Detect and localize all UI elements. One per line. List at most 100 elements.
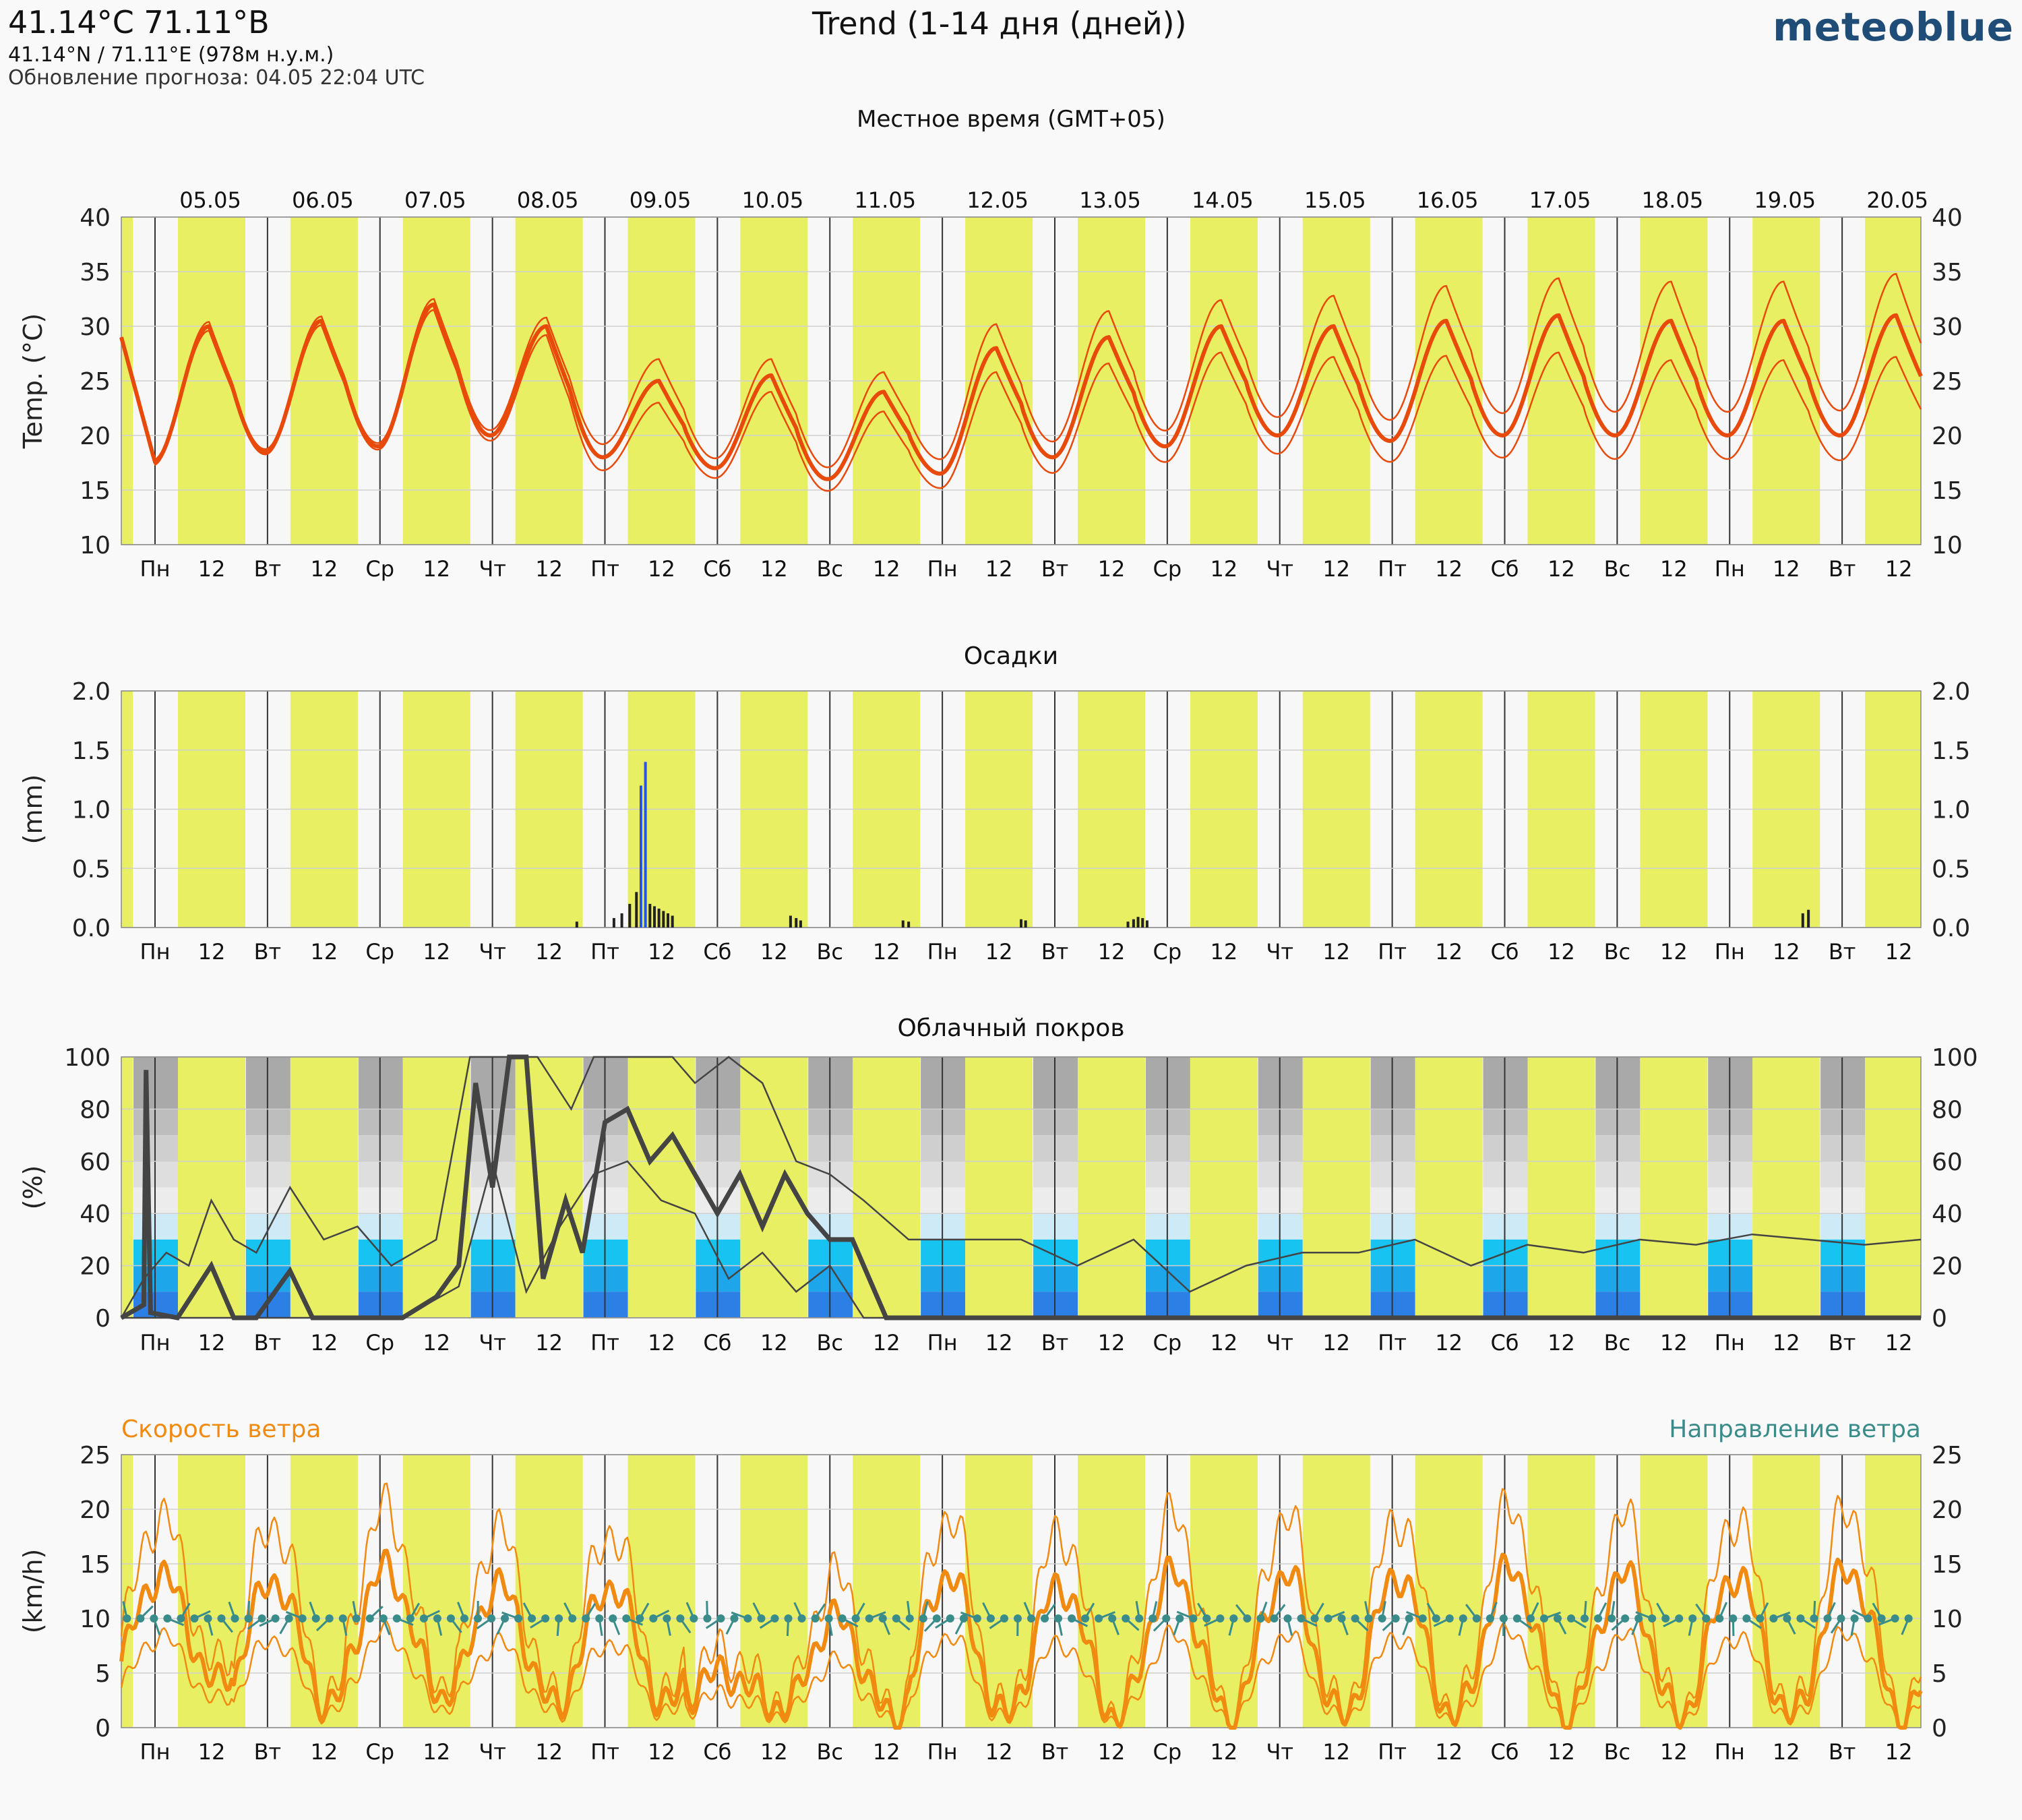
weekday-label: Вс <box>816 556 843 582</box>
temp-mean-line <box>119 302 1923 481</box>
date-label: 14.05 <box>1192 187 1254 213</box>
weekday-label: 12 <box>1322 939 1350 965</box>
weekday-label: 12 <box>1322 1739 1350 1765</box>
weekday-label: Вс <box>1604 556 1631 582</box>
day-band <box>1527 1057 1595 1318</box>
precip-bar <box>1020 919 1022 928</box>
wind-direction-arrow <box>759 1617 776 1629</box>
y-tick-right: 25 <box>1932 1442 1963 1469</box>
weekday-label: Пн <box>1715 556 1745 582</box>
precip-bar <box>662 911 665 928</box>
wind-direction-arrow <box>1695 1603 1707 1619</box>
weekday-label: Пт <box>590 1739 619 1765</box>
weekday-label: 12 <box>535 939 563 965</box>
weekday-label: Пн <box>140 1330 171 1356</box>
y-tick-left: 10 <box>80 1606 111 1633</box>
wind-direction-arrow <box>1878 1617 1896 1626</box>
precip-bar <box>1126 921 1130 928</box>
weekday-label: 12 <box>1773 939 1800 965</box>
y-tick-right: 15 <box>1932 477 1963 505</box>
day-band <box>1640 1057 1708 1318</box>
y-tick-right: 0.0 <box>1932 915 1970 942</box>
weekday-label: 12 <box>985 1330 1013 1356</box>
weekday-label: Ср <box>1153 1739 1182 1765</box>
weekday-label: 12 <box>198 1330 226 1356</box>
weekday-label: Пт <box>1378 556 1407 582</box>
wind-direction-arrow <box>685 1602 695 1619</box>
weekday-label: Сб <box>1490 556 1519 582</box>
weekday-label: 12 <box>1773 1739 1800 1765</box>
wind-direction-arrow <box>496 1618 506 1635</box>
day-band <box>402 1455 470 1728</box>
weekday-label: 12 <box>1211 1739 1238 1765</box>
wind-direction-arrow <box>382 1618 391 1635</box>
wind-direction-arrow <box>855 1602 865 1619</box>
precip-bar <box>1136 917 1140 928</box>
wind-direction-arrow <box>1098 1611 1115 1620</box>
day-band <box>178 1057 245 1318</box>
wind-direction-arrow <box>1328 1610 1345 1620</box>
y-tick-right: 20 <box>1932 423 1963 450</box>
date-label: 12.05 <box>967 187 1029 213</box>
weekday-label: Чт <box>1266 939 1293 965</box>
weekday-label: 12 <box>1098 1739 1126 1765</box>
wind-direction-arrow <box>725 1618 735 1635</box>
wind-direction-arrow <box>450 1618 462 1633</box>
weekday-label: 12 <box>985 939 1013 965</box>
y-tick-right: 20 <box>1932 1253 1963 1281</box>
wind-direction-arrow <box>166 1617 185 1627</box>
y-tick-right: 1.0 <box>1932 797 1970 824</box>
panel-cloud_cover: 0 0 20 20 40 40 60 60 80 80 100 100 (%) Облачный покр… <box>18 1014 1978 1356</box>
day-band <box>1190 1455 1258 1728</box>
wind-mean-line <box>119 1548 1923 1730</box>
y-axis-label: (mm) <box>18 775 48 845</box>
local-time-label: Местное время (GMT+05) <box>857 106 1165 133</box>
wind-direction-arrow <box>1197 1602 1208 1619</box>
y-tick-left: 25 <box>80 368 111 396</box>
precip-bar <box>671 915 674 928</box>
wind-direction-arrow <box>1228 1618 1235 1636</box>
weekday-label: Пн <box>1715 1330 1745 1356</box>
weekday-label: 12 <box>873 1330 900 1356</box>
weekday-label: Чт <box>479 939 506 965</box>
weekday-label: Чт <box>1266 1739 1293 1765</box>
weekday-label: 12 <box>873 939 900 965</box>
wind-direction-arrow <box>1830 1618 1842 1634</box>
day-band <box>1865 1057 1921 1318</box>
weekday-label: 12 <box>1885 1330 1913 1356</box>
wind-direction-arrow <box>1071 1617 1089 1627</box>
weekday-label: 12 <box>311 939 338 965</box>
weekday-label: 12 <box>1548 556 1575 582</box>
y-tick-left: 40 <box>80 204 111 232</box>
wind-direction-arrow <box>193 1610 211 1620</box>
day-band <box>515 1057 583 1318</box>
weekday-label: Пт <box>590 556 619 582</box>
weekday-label: Пн <box>140 1739 171 1765</box>
weekday-label: 12 <box>648 556 675 582</box>
weekday-label: Вт <box>1829 1330 1856 1356</box>
wind-direction-arrow <box>1901 1618 1910 1635</box>
precip-bar <box>1141 917 1144 928</box>
weekday-label: 12 <box>873 556 900 582</box>
weekday-label: 12 <box>1211 939 1238 965</box>
weekday-label: 12 <box>1660 556 1688 582</box>
wind-direction-arrow <box>396 1617 414 1626</box>
wind-direction-arrow <box>638 1602 650 1619</box>
panel-wind: 0 0 5 5 10 10 15 15 20 20 25 25 (km/h) Пн 12 Вт 12 Ср 12 Чт… <box>18 1416 1963 1765</box>
wind-direction-arrow <box>1382 1617 1397 1631</box>
wind-direction-arrow <box>982 1602 992 1619</box>
wind-direction-arrow <box>814 1603 826 1619</box>
day-band <box>1752 1057 1820 1318</box>
wind-direction-arrow <box>841 1617 859 1628</box>
weekday-label: 12 <box>198 939 226 965</box>
weekday-label: 12 <box>1322 556 1350 582</box>
panel-precipitation: 0.0 0.0 0.5 0.5 1.0 1.0 1.5 1.5 2.0 2.0 (mm) Осадки… <box>18 642 1970 965</box>
y-tick-right: 40 <box>1932 204 1963 232</box>
wind-direction-arrow <box>1800 1617 1816 1629</box>
y-tick-right: 0.5 <box>1932 855 1970 883</box>
weekday-label: 12 <box>1435 1739 1463 1765</box>
day-band <box>402 1057 470 1318</box>
plot-frame <box>121 1454 1922 1728</box>
weekday-label: Ср <box>1153 939 1182 965</box>
